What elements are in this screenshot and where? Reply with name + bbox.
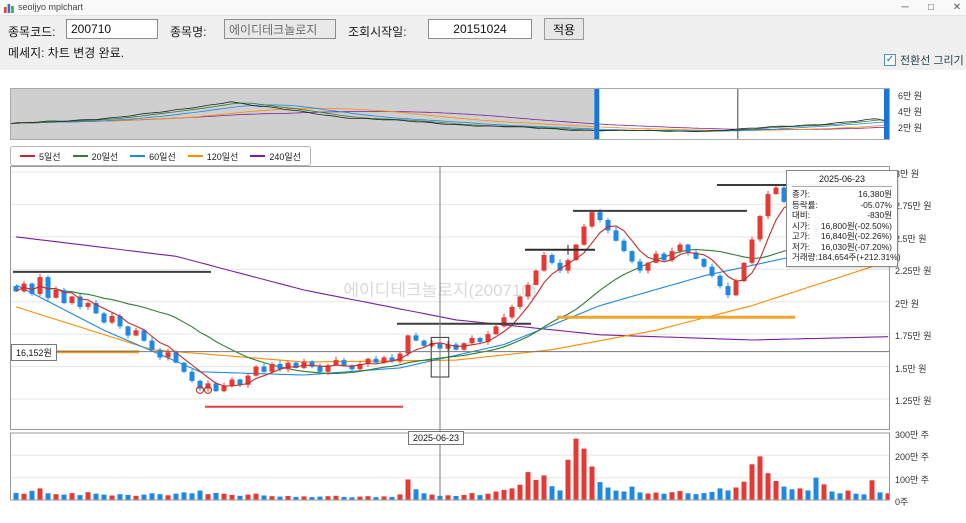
draw-line-checkbox[interactable]: ✓ 전환선 그리기 xyxy=(884,52,964,68)
query-date-label: 조회시작일: xyxy=(348,25,407,39)
chart-figure xyxy=(0,70,966,523)
overview-unselected-region xyxy=(10,88,595,140)
hover-tooltip: 2025-06-23 종가: 16,380원 등락률: -05.07% 대비: -83… xyxy=(786,170,901,267)
crosshair-date-label: 2025-06-23 xyxy=(408,431,465,445)
status-message: 메세지: 차트 변경 완료. xyxy=(8,46,125,60)
titlebar: seoljyo mplchart ─ □ ✕ xyxy=(0,0,966,16)
minimize-button[interactable]: ─ xyxy=(901,2,909,13)
legend-item-ma240: 240일선 xyxy=(250,150,301,163)
double-bottom-marker xyxy=(203,385,213,394)
overview-chart[interactable] xyxy=(9,88,891,140)
tooltip-row: 고가: 16,840원(-02.26%) xyxy=(792,231,892,241)
ma-legend: 5일선 20일선 60일선 120일선 240일선 xyxy=(10,146,311,166)
overview-range-handle-left[interactable] xyxy=(594,88,600,140)
stock-name-input xyxy=(224,19,336,39)
app-icon xyxy=(4,4,14,13)
tooltip-row: 시가: 16,800원(-02.50%) xyxy=(792,220,892,231)
apply-button[interactable]: 적용 xyxy=(544,18,585,40)
stock-code-input[interactable] xyxy=(66,19,158,39)
tooltip-row: 대비: -830원 xyxy=(792,210,892,220)
checkbox-check-icon[interactable]: ✓ xyxy=(884,54,896,66)
window-title: seoljyo mplchart xyxy=(18,2,84,12)
query-date-input[interactable] xyxy=(428,19,532,39)
double-bottom-marker xyxy=(195,385,205,394)
legend-item-ma60: 60일선 xyxy=(130,150,176,163)
legend-item-ma120: 120일선 xyxy=(187,150,238,163)
tooltip-row: 종가: 16,380원 xyxy=(792,189,892,199)
legend-item-ma5: 5일선 xyxy=(20,150,61,163)
ma20-line-swatch xyxy=(72,155,88,157)
ma120-line-swatch xyxy=(187,155,203,157)
ma5-line-swatch xyxy=(20,155,35,157)
cross-marker xyxy=(563,244,573,255)
crosshair-price-label: 16,152원 xyxy=(11,344,57,361)
draw-line-label: 전환선 그리기 xyxy=(900,55,964,67)
tooltip-row: 등락률: -05.07% xyxy=(792,199,892,210)
main-price-chart[interactable]: 에이디테크놀로지(200710) xyxy=(10,166,891,502)
stock-name-label: 종목명: xyxy=(170,25,207,39)
ma240-line-swatch xyxy=(250,155,266,157)
legend-item-ma20: 20일선 xyxy=(72,150,118,163)
close-button[interactable]: ✕ xyxy=(952,2,962,13)
tooltip-row: 거래량: 184,654주(+212.31%) xyxy=(792,252,901,262)
overview-range-handle-right[interactable] xyxy=(884,88,890,140)
maximize-button[interactable]: □ xyxy=(927,2,935,13)
ma60-line-swatch xyxy=(130,155,146,157)
tooltip-date: 2025-06-23 xyxy=(792,174,892,187)
stock-code-label: 종목코드: xyxy=(8,25,56,39)
tooltip-row: 저가: 16,030원(-07.20%) xyxy=(792,241,892,252)
